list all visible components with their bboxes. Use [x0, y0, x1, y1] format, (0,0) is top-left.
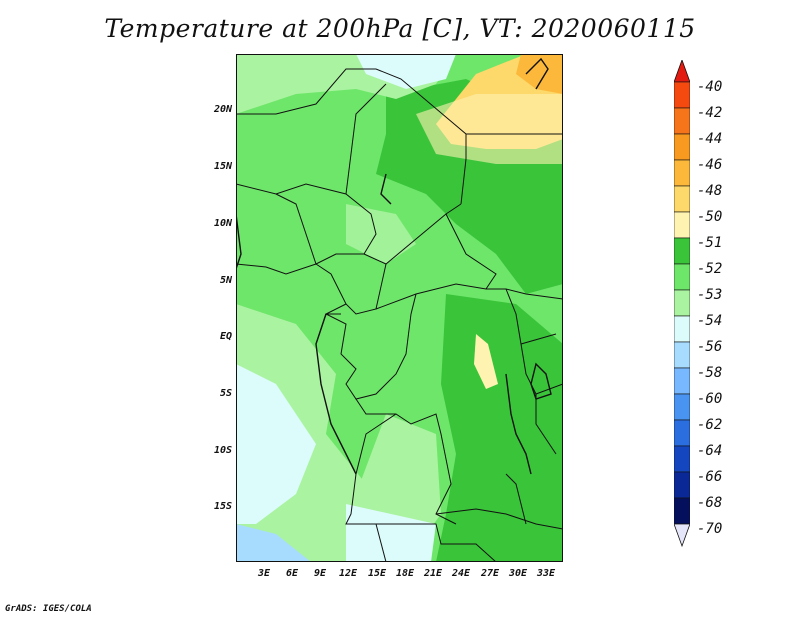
legend-swatch [674, 237, 690, 265]
lat-label-5n: 5N [219, 275, 232, 286]
legend-label: -70 [697, 521, 723, 537]
field-band-cyan-top [356, 54, 456, 89]
legend-label: -44 [697, 131, 723, 147]
chart-title: Temperature at 200hPa [C], VT: 202006011… [104, 14, 696, 43]
legend-swatch [674, 315, 690, 343]
legend-label: -46 [697, 157, 723, 173]
legend-swatch [674, 419, 690, 447]
legend-label: -40 [697, 79, 723, 95]
legend-swatch [674, 107, 690, 135]
legend-label: -66 [697, 469, 723, 485]
legend-label: -50 [697, 209, 723, 225]
legend-swatch [674, 393, 690, 421]
legend-swatch [674, 497, 690, 525]
legend-label: -48 [697, 183, 723, 199]
lon-label-27e: 27E [480, 568, 500, 579]
legend-label: -58 [697, 365, 723, 381]
lat-label-10n: 10N [213, 218, 232, 229]
legend-swatch-bottom [674, 523, 690, 548]
lon-label-24e: 24E [451, 568, 471, 579]
field-band-paleyellow-ne [416, 94, 563, 164]
lat-label-15n: 15N [213, 161, 232, 172]
coastline [236, 57, 552, 475]
legend-swatch [674, 159, 690, 187]
temperature-map [236, 54, 563, 562]
lat-label-5s: 5S [219, 388, 232, 399]
legend-swatch [674, 81, 690, 109]
legend-label: -52 [697, 261, 723, 277]
grads-credit: GrADS: IGES/COLA [5, 604, 92, 614]
field-band-cyan-sw [236, 364, 316, 524]
legend-label: -42 [697, 105, 723, 121]
lon-label-15e: 15E [367, 568, 387, 579]
color-legend [674, 60, 690, 548]
field-band-cyan-south [346, 504, 436, 562]
legend-swatch [674, 367, 690, 395]
lat-label-20n: 20N [213, 104, 232, 115]
lat-label-15s: 15S [213, 501, 232, 512]
country-borders [236, 68, 563, 562]
field-band-light-center [346, 204, 416, 264]
legend-label: -60 [697, 391, 723, 407]
legend-swatch-top [674, 60, 690, 83]
legend-swatch [674, 445, 690, 473]
lat-label-10s: 10S [213, 445, 232, 456]
legend-swatch [674, 211, 690, 239]
legend-label: -54 [697, 313, 723, 329]
field-band-orange-ne [516, 54, 563, 94]
lon-label-6e: 6E [285, 568, 299, 579]
lat-label-eq: EQ [219, 331, 232, 342]
field-band-dark-east [436, 294, 563, 562]
legend-swatch [674, 133, 690, 161]
field-blob-pale-east [474, 334, 498, 389]
legend-swatch [674, 471, 690, 499]
lon-label-30e: 30E [508, 568, 528, 579]
legend-label: -64 [697, 443, 723, 459]
field-band-blue-corner [236, 524, 311, 562]
lon-label-12e: 12E [338, 568, 358, 579]
legend-swatch [674, 289, 690, 317]
legend-label: -68 [697, 495, 723, 511]
lon-label-21e: 21E [423, 568, 443, 579]
lon-label-3e: 3E [257, 568, 271, 579]
lon-label-33e: 33E [536, 568, 556, 579]
legend-label: -51 [697, 235, 723, 251]
legend-swatch [674, 185, 690, 213]
lon-label-9e: 9E [313, 568, 327, 579]
legend-label: -53 [697, 287, 723, 303]
legend-label: -56 [697, 339, 723, 355]
legend-swatch [674, 341, 690, 369]
legend-swatch [674, 263, 690, 291]
lon-label-18e: 18E [395, 568, 415, 579]
legend-label: -62 [697, 417, 723, 433]
map-border [236, 54, 563, 562]
